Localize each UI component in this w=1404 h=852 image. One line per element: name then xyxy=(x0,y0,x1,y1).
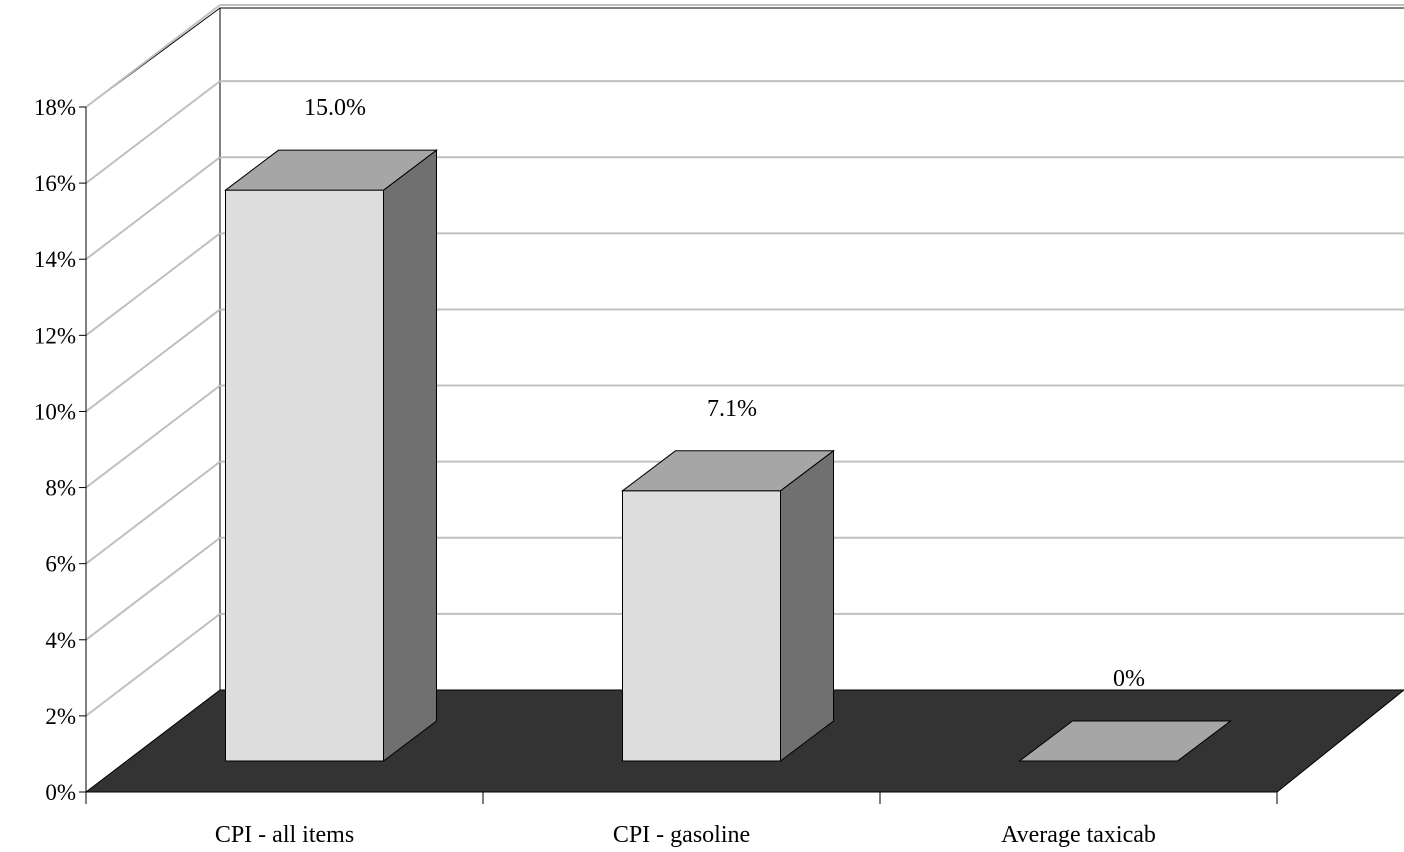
gridline-side xyxy=(85,4,221,108)
gridline-side xyxy=(85,308,221,413)
bar-front xyxy=(225,189,384,762)
gridline-side xyxy=(85,80,221,184)
bar-top xyxy=(1018,720,1232,762)
bar-2 xyxy=(621,449,835,763)
category-label: Average taxicab xyxy=(1001,822,1156,848)
y-tick-label: 6% xyxy=(45,552,76,577)
bar-front xyxy=(622,490,781,762)
y-tick-label: 16% xyxy=(34,171,76,196)
y-tick-label: 10% xyxy=(34,399,76,424)
y-tick-label: 2% xyxy=(45,704,76,729)
gridline-side xyxy=(85,460,221,565)
category-label: CPI - all items xyxy=(215,822,354,848)
gridline-side xyxy=(85,384,221,489)
bar-top xyxy=(621,450,835,492)
gridline-side xyxy=(85,232,221,337)
bar-side xyxy=(780,449,834,763)
y-tick-label: 12% xyxy=(34,323,76,348)
y-tick-label: 14% xyxy=(34,247,76,272)
category-label: CPI - gasoline xyxy=(613,822,750,848)
labels: 15.0% CPI - all items 7.1% CPI - gasoline 0%… xyxy=(215,95,1156,848)
bar-side xyxy=(383,149,437,763)
data-label: 7.1% xyxy=(707,396,757,422)
bars xyxy=(224,149,1232,763)
bar-1 xyxy=(224,149,438,763)
data-label: 15.0% xyxy=(304,95,366,121)
gridline-side xyxy=(85,536,221,641)
y-tick-label: 18% xyxy=(34,95,76,120)
bar-3 xyxy=(1018,720,1232,762)
axes: 0% 2% 4% 6% 8% 10% 12% 14% 16% 18% xyxy=(34,95,1278,805)
y-tick-label: 0% xyxy=(45,780,76,805)
gridline-side xyxy=(85,156,221,261)
y-tick-label: 4% xyxy=(45,628,76,653)
bar-top xyxy=(224,149,438,191)
y-tick-label: 8% xyxy=(45,476,76,501)
data-label: 0% xyxy=(1113,666,1145,692)
gridline-side xyxy=(85,613,221,717)
